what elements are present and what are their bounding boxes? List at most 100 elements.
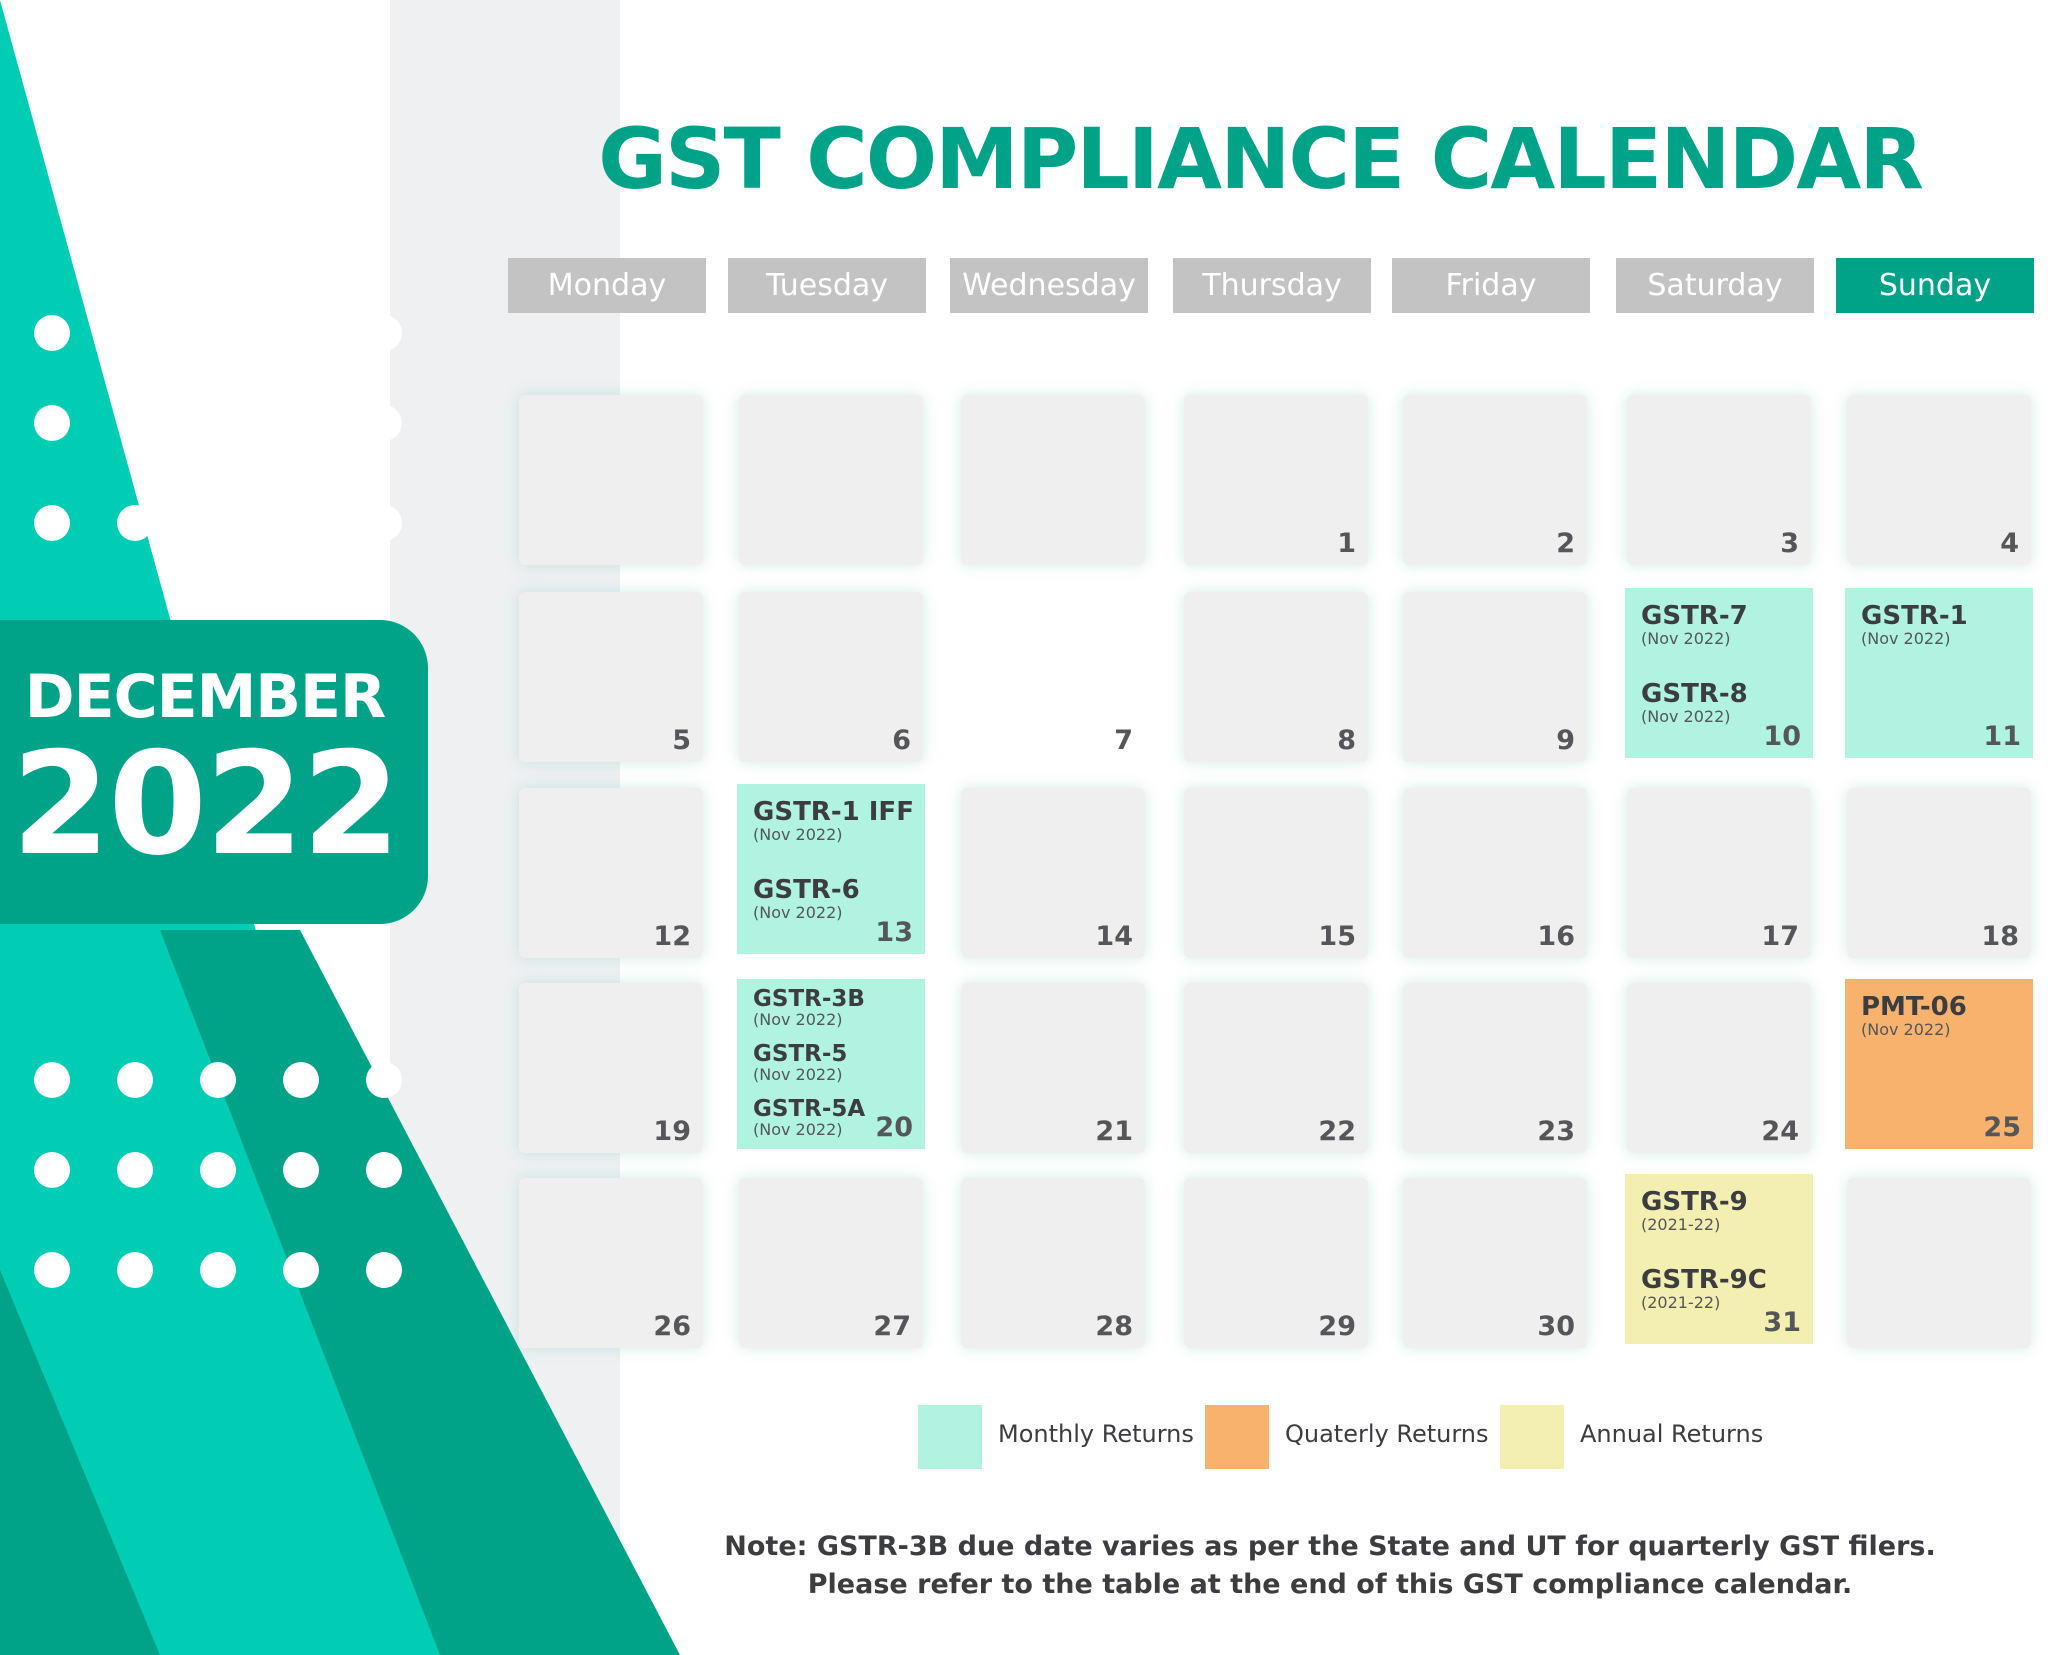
date-number: 15: [1318, 921, 1356, 952]
event-name: GSTR-8: [1641, 679, 1748, 709]
decor-dot: [283, 505, 319, 541]
note-line-1: Note: GSTR-3B due date varies as per the…: [724, 1531, 1936, 1562]
decor-dot: [366, 1152, 402, 1188]
decor-dot: [117, 1152, 153, 1188]
decor-dot: [34, 1252, 70, 1288]
decor-dot: [283, 1252, 319, 1288]
dots-bottom: [34, 1062, 402, 1288]
calendar-cell-5: 5: [519, 592, 703, 762]
event-period: (Nov 2022): [753, 1065, 843, 1084]
calendar-cell-18: 18: [1847, 788, 2031, 958]
calendar-cell-1: 1: [1184, 395, 1368, 565]
calendar-cell-29: 29: [1184, 1178, 1368, 1348]
page-title: GST COMPLIANCE CALENDAR: [598, 110, 1924, 208]
date-number: 25: [1983, 1112, 2021, 1143]
decor-dot: [200, 405, 236, 441]
calendar-cell-19: 19: [519, 983, 703, 1153]
event: GSTR-1 IFF (Nov 2022): [753, 798, 914, 844]
decor-dot: [366, 1252, 402, 1288]
decor-dot: [366, 505, 402, 541]
decor-dot: [200, 315, 236, 351]
legend-swatch-monthly: [918, 1405, 982, 1469]
date-number: 28: [1095, 1311, 1133, 1342]
calendar-cell-15: 15: [1184, 788, 1368, 958]
date-number: 27: [873, 1311, 911, 1342]
event-period: (Nov 2022): [1641, 629, 1731, 648]
weekday-header-monday: Monday: [508, 258, 706, 313]
date-number: 11: [1983, 721, 2021, 752]
month-name: DECEMBER: [24, 662, 386, 732]
event-period: (Nov 2022): [753, 1120, 843, 1139]
weekday-header-friday: Friday: [1392, 258, 1590, 313]
event-period: (Nov 2022): [753, 1010, 843, 1029]
event: GSTR-9 (2021-22): [1641, 1188, 1748, 1234]
decor-dot: [117, 405, 153, 441]
date-number: 31: [1763, 1307, 1801, 1338]
event: GSTR-5A (Nov 2022): [753, 1097, 865, 1139]
decor-dot: [283, 405, 319, 441]
date-number: 1: [1337, 528, 1356, 559]
event: GSTR-9C (2021-22): [1641, 1266, 1767, 1312]
decor-dot: [283, 1062, 319, 1098]
legend-label-annual: Annual Returns: [1580, 1420, 1764, 1448]
calendar-cell-6: 6: [739, 592, 923, 762]
event: GSTR-5 (Nov 2022): [753, 1042, 847, 1084]
teal-wedge-lower: [0, 1270, 160, 1655]
calendar-cell-22: 22: [1184, 983, 1368, 1153]
date-number: 24: [1761, 1116, 1799, 1147]
event-period: (2021-22): [1641, 1293, 1721, 1312]
decor-dot: [283, 1152, 319, 1188]
date-number: 21: [1095, 1116, 1133, 1147]
decor-dot: [34, 1062, 70, 1098]
event-name: PMT-06: [1861, 992, 1967, 1022]
decor-dot: [200, 1062, 236, 1098]
date-number: 23: [1537, 1116, 1575, 1147]
date-number: 17: [1761, 921, 1799, 952]
calendar-cell-9: 9: [1403, 592, 1587, 762]
event-name: GSTR-3B: [753, 986, 865, 1012]
calendar-cell-4: 4: [1847, 395, 2031, 565]
calendar-cell-20: GSTR-3B (Nov 2022) GSTR-5 (Nov 2022) GSTR-5A…: [737, 979, 925, 1149]
calendar-cell-empty: [739, 395, 923, 565]
date-number: 12: [653, 921, 691, 952]
event: GSTR-8 (Nov 2022): [1641, 680, 1748, 726]
event-name: GSTR-5A: [753, 1096, 866, 1122]
date-number: 22: [1318, 1116, 1356, 1147]
calendar-cell-17: 17: [1627, 788, 1811, 958]
date-number: 8: [1337, 725, 1356, 756]
event: GSTR-6 (Nov 2022): [753, 876, 860, 922]
event-period: (Nov 2022): [1861, 629, 1951, 648]
calendar-cell-24: 24: [1627, 983, 1811, 1153]
decor-dot: [366, 405, 402, 441]
event-name: GSTR-9: [1641, 1187, 1748, 1217]
date-number: 2: [1556, 528, 1575, 559]
event-period: (Nov 2022): [753, 825, 843, 844]
event-name: GSTR-6: [753, 875, 860, 905]
calendar-cell-14: 14: [961, 788, 1145, 958]
date-number: 3: [1780, 528, 1799, 559]
decor-dot: [200, 1152, 236, 1188]
date-number: 9: [1556, 725, 1575, 756]
calendar-cell-31: GSTR-9 (2021-22) GSTR-9C (2021-22) 31: [1625, 1174, 1813, 1344]
weekday-header-thursday: Thursday: [1173, 258, 1371, 313]
calendar-cell-23: 23: [1403, 983, 1587, 1153]
calendar-cell-10: GSTR-7 (Nov 2022) GSTR-8 (Nov 2022) 10: [1625, 588, 1813, 758]
event-period: (Nov 2022): [1641, 707, 1731, 726]
decor-dot: [366, 315, 402, 351]
weekday-header-sunday: Sunday: [1836, 258, 2034, 313]
decor-dot: [34, 315, 70, 351]
weekday-header-wednesday: Wednesday: [950, 258, 1148, 313]
event: PMT-06 (Nov 2022): [1861, 993, 1967, 1039]
calendar-cell-13: GSTR-1 IFF (Nov 2022) GSTR-6 (Nov 2022) 13: [737, 784, 925, 954]
event: GSTR-1 (Nov 2022): [1861, 602, 1968, 648]
decor-dot: [117, 1062, 153, 1098]
date-number: 16: [1537, 921, 1575, 952]
calendar-cell-25: PMT-06 (Nov 2022) 25: [1845, 979, 2033, 1149]
decor-dot: [117, 1252, 153, 1288]
date-number: 19: [653, 1116, 691, 1147]
calendar-cell-27: 27: [739, 1178, 923, 1348]
decor-dot: [283, 315, 319, 351]
date-number: 10: [1763, 721, 1801, 752]
calendar-cell-empty: [961, 395, 1145, 565]
event-period: (2021-22): [1641, 1215, 1721, 1234]
